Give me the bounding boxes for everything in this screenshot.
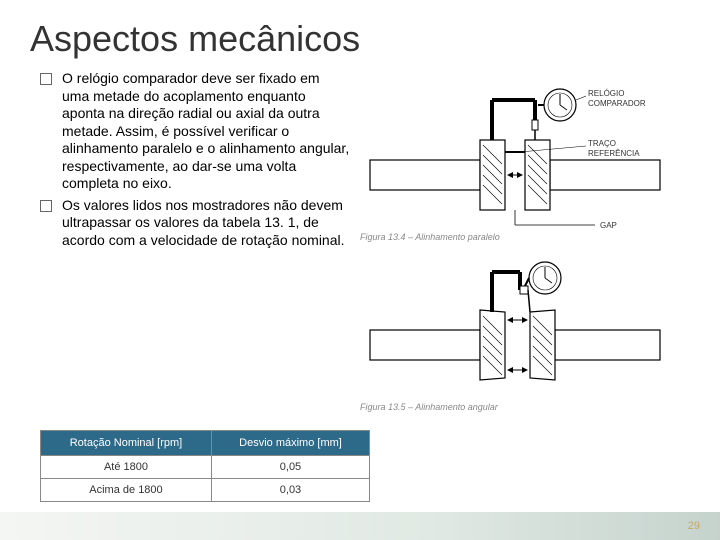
table-row: Até 1800 0,05 — [41, 456, 370, 479]
tolerance-table: Rotação Nominal [rpm] Desvio máximo [mm]… — [40, 430, 370, 502]
bullet-item: Os valores lidos nos mostradores não dev… — [40, 197, 350, 250]
figure-caption: Figura 13.4 – Alinhamento paralelo — [360, 232, 680, 242]
table-header: Desvio máximo [mm] — [211, 431, 369, 456]
table-cell: 0,05 — [211, 456, 369, 479]
bullet-box-icon — [40, 200, 52, 212]
page-title: Aspectos mecânicos — [0, 0, 720, 70]
diagram-angular — [360, 250, 670, 400]
label-gap: GAP — [600, 221, 617, 230]
bullet-item: O relógio comparador deve ser fixado em … — [40, 70, 350, 193]
table-cell: Até 1800 — [41, 456, 212, 479]
table-cell: 0,03 — [211, 479, 369, 502]
text-column: O relógio comparador deve ser fixado em … — [20, 70, 350, 420]
bullet-text: Os valores lidos nos mostradores não dev… — [62, 197, 350, 250]
figure-caption: Figura 13.5 – Alinhamento angular — [360, 402, 680, 412]
table-header: Rotação Nominal [rpm] — [41, 431, 212, 456]
table-row: Acima de 1800 0,03 — [41, 479, 370, 502]
footer-decoration — [0, 512, 720, 540]
table-cell: Acima de 1800 — [41, 479, 212, 502]
page-number: 29 — [688, 520, 700, 532]
figures-column: GAP RELÓGIO COMPARADOR — [350, 70, 680, 420]
bullet-text: O relógio comparador deve ser fixado em … — [62, 70, 350, 193]
diagram-parallel: GAP RELÓGIO COMPARADOR — [360, 70, 670, 230]
label-traco: TRAÇO REFERÊNCIA — [588, 139, 640, 158]
figure-parallel-alignment: GAP RELÓGIO COMPARADOR — [360, 70, 680, 242]
figure-angular-alignment: Figura 13.5 – Alinhamento angular — [360, 250, 680, 412]
bullet-box-icon — [40, 73, 52, 85]
content-row: O relógio comparador deve ser fixado em … — [0, 70, 720, 420]
label-relogio: RELÓGIO COMPARADOR — [588, 89, 646, 108]
